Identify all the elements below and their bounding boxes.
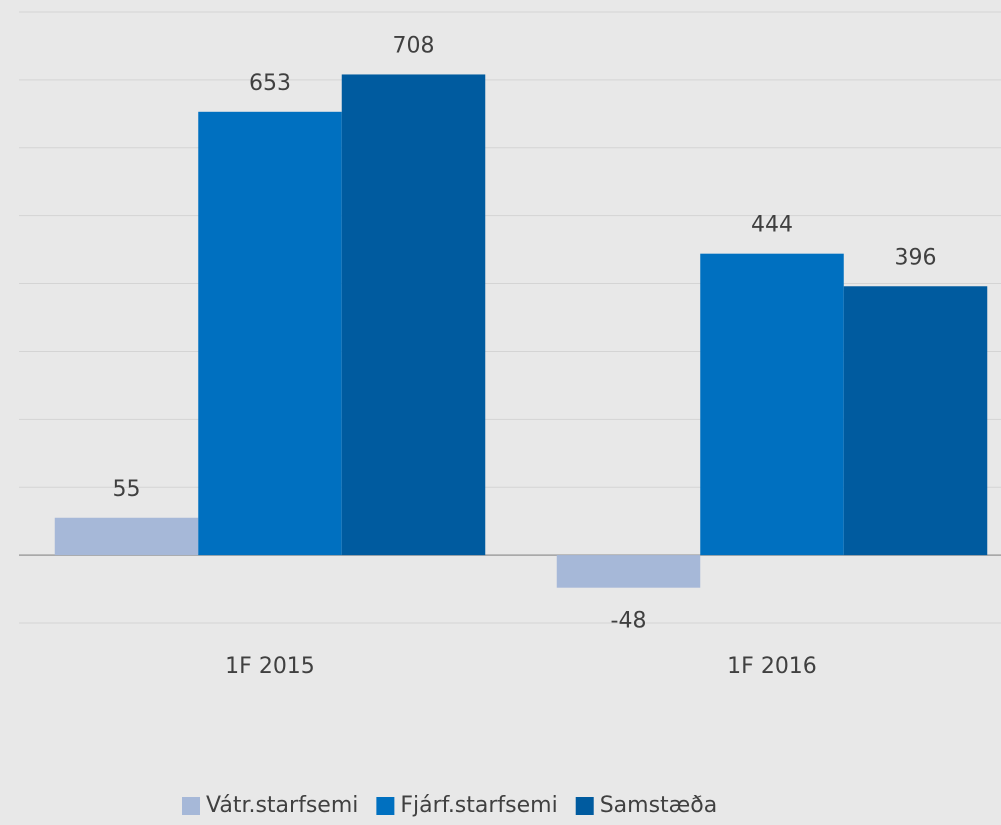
bar (556, 555, 701, 588)
legend-label: Fjárf.starfsemi (400, 793, 557, 818)
data-label: 396 (895, 245, 937, 270)
legend-label: Vátr.starfsemi (206, 793, 358, 818)
data-label: 708 (393, 33, 435, 58)
data-label: 653 (249, 71, 291, 96)
bar (700, 253, 844, 556)
x-tick-label: 1F 2015 (225, 654, 315, 679)
x-tick-label: 1F 2016 (727, 654, 817, 679)
data-label: 55 (113, 477, 141, 502)
bar (843, 286, 988, 556)
bar (341, 74, 486, 556)
bar (198, 111, 342, 556)
legend-swatch (182, 797, 200, 815)
legend-label: Samstæða (600, 793, 718, 818)
legend-swatch (575, 797, 594, 815)
data-label: 444 (751, 213, 793, 238)
legend-swatch (376, 797, 395, 815)
bar (54, 517, 199, 556)
data-label: -48 (611, 609, 647, 634)
